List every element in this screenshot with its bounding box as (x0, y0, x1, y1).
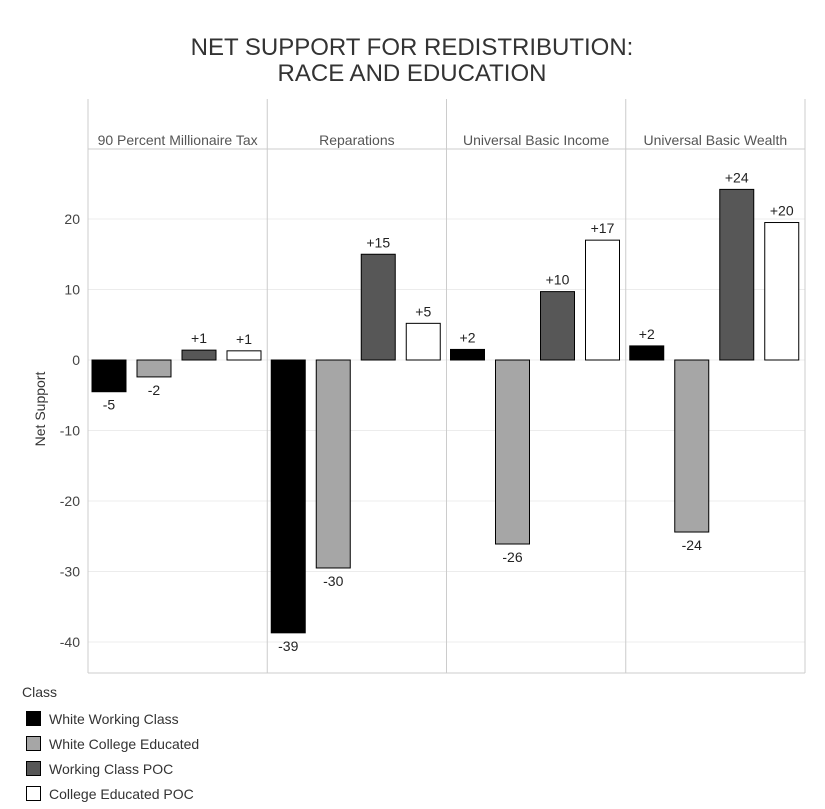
y-tick-label: -40 (60, 634, 80, 650)
y-tick-label: -30 (60, 564, 80, 580)
bar (137, 360, 171, 377)
y-tick-label: -20 (60, 493, 80, 509)
bar (496, 360, 530, 544)
facet-label: Reparations (319, 132, 395, 148)
bar (586, 240, 620, 360)
legend-label: White College Educated (49, 736, 199, 752)
legend-swatch (26, 711, 41, 726)
y-tick-label: 0 (72, 352, 80, 368)
legend-item-college-educated-poc: College Educated POC (22, 781, 199, 806)
data-label: +1 (236, 331, 252, 347)
y-tick-label: -10 (60, 423, 80, 439)
data-label: -30 (323, 573, 343, 589)
data-label: +1 (191, 330, 207, 346)
data-label: -39 (278, 638, 298, 654)
data-label: +10 (546, 272, 570, 288)
bar (675, 360, 709, 532)
y-tick-label: 10 (64, 282, 80, 298)
data-label: -26 (502, 549, 522, 565)
facet-label: 90 Percent Millionaire Tax (98, 132, 258, 148)
data-label: +2 (460, 329, 476, 345)
legend-swatch (26, 761, 41, 776)
y-axis-title: Net Support (32, 372, 48, 447)
legend-item-white-college-educated: White College Educated (22, 731, 199, 756)
chart-title: NET SUPPORT FOR REDISTRIBUTION: (191, 34, 634, 61)
data-label: +17 (591, 220, 615, 236)
legend-label: Working Class POC (49, 761, 173, 777)
bar (765, 223, 799, 360)
bar (227, 351, 261, 360)
data-label: +24 (725, 169, 749, 185)
legend-label: College Educated POC (49, 786, 194, 802)
bar (361, 254, 395, 360)
bar (541, 292, 575, 360)
legend-title: Class (22, 684, 199, 700)
data-label: +15 (366, 234, 390, 250)
data-label: -24 (682, 537, 702, 553)
data-label: +2 (639, 326, 655, 342)
bar (92, 360, 126, 392)
data-label: -5 (103, 397, 116, 413)
bar (451, 349, 485, 360)
y-tick-label: 20 (64, 211, 80, 227)
data-label: +20 (770, 203, 794, 219)
data-label: +5 (415, 303, 431, 319)
plot-area: 90 Percent Millionaire Tax Reparations Uni… (60, 99, 805, 673)
bar (271, 360, 305, 633)
bar (720, 189, 754, 360)
data-label: -2 (148, 382, 161, 398)
bar (316, 360, 350, 568)
legend: Class White Working Class White College … (22, 684, 199, 806)
legend-item-working-class-poc: Working Class POC (22, 756, 199, 781)
legend-swatch (26, 736, 41, 751)
chart-subtitle: RACE AND EDUCATION (278, 60, 547, 87)
legend-label: White Working Class (49, 711, 179, 727)
facet-label: Universal Basic Wealth (644, 132, 788, 148)
legend-item-white-working-class: White Working Class (22, 706, 199, 731)
legend-swatch (26, 786, 41, 801)
bar (630, 346, 664, 360)
bar (182, 350, 216, 360)
facet-label: Universal Basic Income (463, 132, 609, 148)
bar (406, 323, 440, 360)
